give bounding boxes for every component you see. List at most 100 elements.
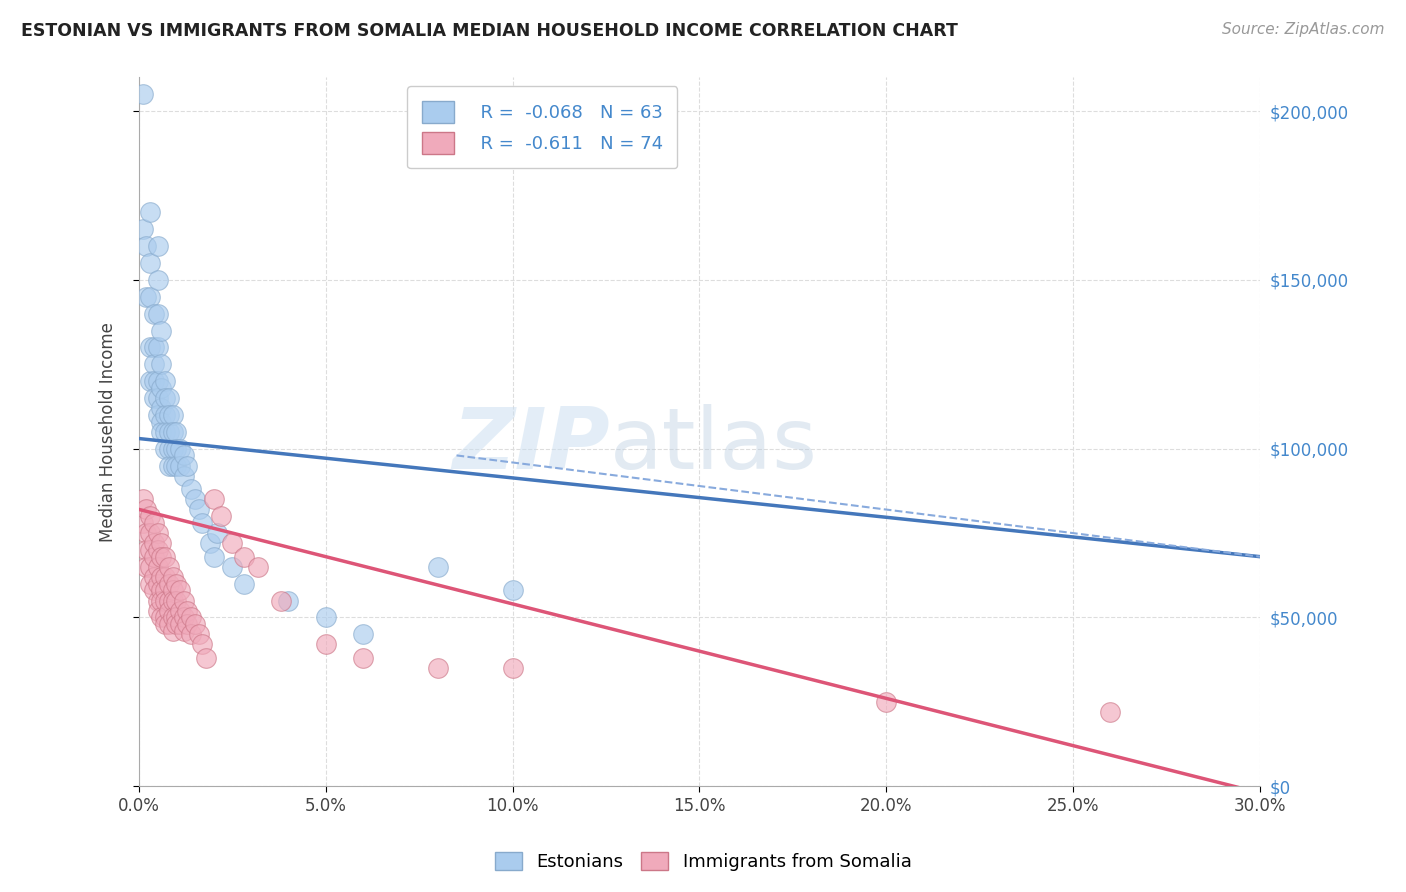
Point bbox=[135, 290, 157, 304]
Point bbox=[142, 374, 165, 388]
Point bbox=[232, 549, 254, 564]
Point bbox=[209, 509, 232, 524]
Point bbox=[165, 425, 187, 439]
Point bbox=[184, 617, 207, 632]
Point bbox=[176, 604, 198, 618]
Point bbox=[139, 374, 162, 388]
Point bbox=[150, 357, 173, 371]
Point bbox=[502, 661, 524, 675]
Point bbox=[232, 576, 254, 591]
Point bbox=[153, 425, 176, 439]
Point bbox=[352, 627, 374, 641]
Point bbox=[180, 610, 202, 624]
Point bbox=[142, 516, 165, 530]
Point bbox=[162, 442, 184, 456]
Point bbox=[142, 549, 165, 564]
Point bbox=[173, 449, 195, 463]
Point bbox=[139, 290, 162, 304]
Point bbox=[426, 661, 449, 675]
Point bbox=[142, 536, 165, 550]
Point bbox=[157, 425, 180, 439]
Point bbox=[221, 536, 243, 550]
Point bbox=[173, 468, 195, 483]
Point bbox=[153, 391, 176, 405]
Point bbox=[153, 549, 176, 564]
Point bbox=[162, 610, 184, 624]
Point bbox=[169, 604, 191, 618]
Point bbox=[169, 617, 191, 632]
Point bbox=[153, 583, 176, 598]
Point bbox=[131, 492, 153, 507]
Point bbox=[153, 610, 176, 624]
Point bbox=[146, 273, 169, 287]
Point bbox=[195, 651, 218, 665]
Point bbox=[153, 374, 176, 388]
Point bbox=[150, 570, 173, 584]
Point bbox=[142, 357, 165, 371]
Point bbox=[157, 576, 180, 591]
Point bbox=[162, 408, 184, 422]
Point bbox=[247, 559, 270, 574]
Point bbox=[270, 593, 292, 607]
Point bbox=[150, 583, 173, 598]
Point bbox=[165, 458, 187, 473]
Point bbox=[150, 593, 173, 607]
Point bbox=[169, 583, 191, 598]
Point bbox=[142, 583, 165, 598]
Point bbox=[153, 570, 176, 584]
Point bbox=[165, 593, 187, 607]
Point bbox=[162, 593, 184, 607]
Point bbox=[187, 627, 209, 641]
Point bbox=[146, 391, 169, 405]
Point bbox=[162, 583, 184, 598]
Y-axis label: Median Household Income: Median Household Income bbox=[100, 322, 117, 541]
Point bbox=[131, 222, 153, 236]
Point bbox=[173, 610, 195, 624]
Point bbox=[139, 205, 162, 219]
Point bbox=[198, 536, 221, 550]
Point bbox=[169, 442, 191, 456]
Point bbox=[139, 509, 162, 524]
Point bbox=[150, 536, 173, 550]
Point bbox=[157, 617, 180, 632]
Point bbox=[169, 458, 191, 473]
Point bbox=[162, 425, 184, 439]
Text: ESTONIAN VS IMMIGRANTS FROM SOMALIA MEDIAN HOUSEHOLD INCOME CORRELATION CHART: ESTONIAN VS IMMIGRANTS FROM SOMALIA MEDI… bbox=[21, 22, 957, 40]
Point bbox=[142, 307, 165, 321]
Point bbox=[139, 526, 162, 541]
Point bbox=[176, 617, 198, 632]
Point bbox=[875, 695, 897, 709]
Point bbox=[191, 637, 214, 651]
Point bbox=[162, 624, 184, 638]
Point bbox=[139, 559, 162, 574]
Point bbox=[502, 583, 524, 598]
Point bbox=[165, 442, 187, 456]
Point bbox=[146, 374, 169, 388]
Point bbox=[135, 559, 157, 574]
Point bbox=[165, 610, 187, 624]
Point bbox=[157, 604, 180, 618]
Point bbox=[173, 593, 195, 607]
Point bbox=[202, 492, 225, 507]
Point bbox=[157, 408, 180, 422]
Point bbox=[426, 559, 449, 574]
Point bbox=[139, 542, 162, 557]
Point bbox=[131, 87, 153, 102]
Point bbox=[157, 442, 180, 456]
Point bbox=[139, 340, 162, 354]
Point bbox=[146, 408, 169, 422]
Point bbox=[135, 542, 157, 557]
Point bbox=[146, 593, 169, 607]
Point bbox=[146, 239, 169, 253]
Point bbox=[142, 340, 165, 354]
Point bbox=[146, 526, 169, 541]
Point bbox=[162, 570, 184, 584]
Point bbox=[162, 458, 184, 473]
Point bbox=[146, 542, 169, 557]
Point bbox=[142, 391, 165, 405]
Point bbox=[146, 340, 169, 354]
Point bbox=[153, 617, 176, 632]
Point bbox=[157, 391, 180, 405]
Point bbox=[157, 559, 180, 574]
Point bbox=[150, 425, 173, 439]
